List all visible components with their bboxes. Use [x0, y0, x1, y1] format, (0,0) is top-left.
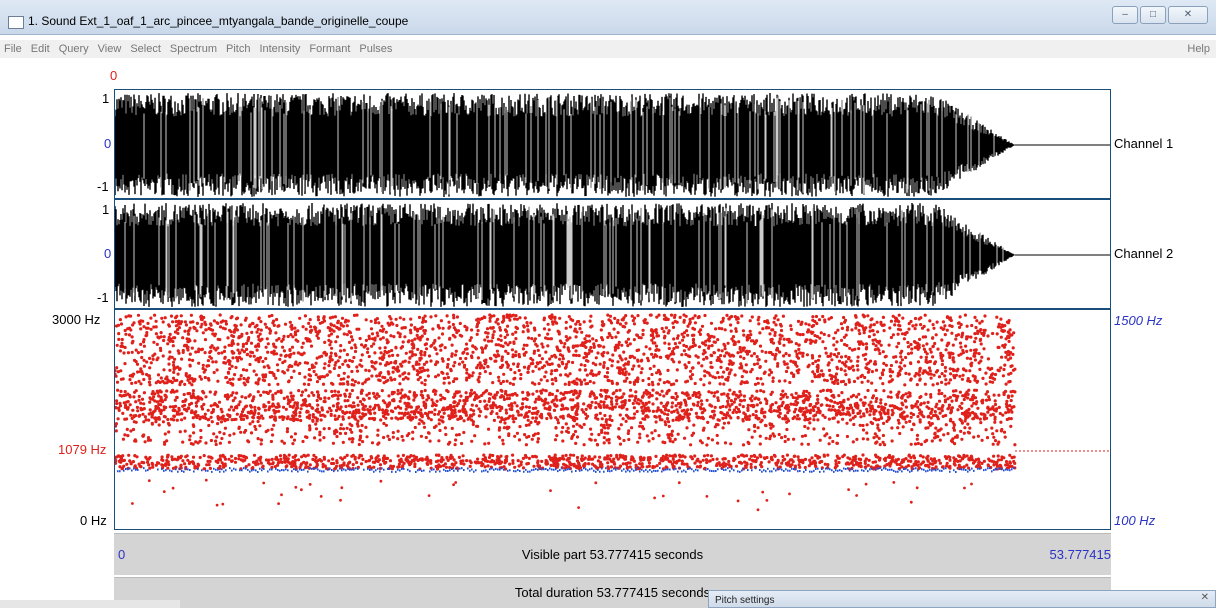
pitch-settings-dialog[interactable]: Pitch settings ✕ [708, 590, 1216, 608]
channel1-top-label: 1 [102, 91, 110, 106]
menu-file[interactable]: File [4, 43, 22, 55]
visible-part-label: Visible part 53.777415 seconds [521, 547, 704, 562]
channel1-waveform [115, 93, 1110, 197]
window-controls: – □ ✕ [1110, 6, 1208, 26]
channel2-waveform [115, 203, 1110, 307]
channel1-name: Channel 1 [1114, 136, 1174, 151]
total-duration-label: Total duration 53.777415 seconds [514, 585, 711, 600]
menu-query[interactable]: Query [58, 43, 89, 55]
dialog-title: Pitch settings [715, 595, 775, 606]
channel2-name: Channel 2 [1114, 246, 1174, 261]
pitch-right-top-label: 1500 Hz [1114, 313, 1163, 328]
cursor-value: 0 [110, 68, 118, 83]
channel2-top-label: 1 [102, 202, 110, 217]
channel2-bottom-label: -1 [97, 290, 109, 305]
title-bar: 1. Sound Ext_1_oaf_1_arc_pincee_mtyangal… [0, 0, 1216, 35]
close-button[interactable]: ✕ [1168, 6, 1208, 24]
window-title: 1. Sound Ext_1_oaf_1_arc_pincee_mtyangal… [28, 14, 409, 28]
menu-view[interactable]: View [97, 43, 122, 55]
menu-pitch[interactable]: Pitch [225, 43, 251, 55]
channel2-mid-label: 0 [104, 246, 112, 261]
pitch-right-bottom-label: 100 Hz [1114, 513, 1156, 528]
menu-intensity[interactable]: Intensity [259, 43, 301, 55]
channel2-panel[interactable] [114, 199, 1111, 309]
visible-part-bar[interactable]: 0 Visible part 53.777415 seconds 53.7774… [114, 533, 1111, 575]
dialog-close-button[interactable]: ✕ [1200, 592, 1209, 603]
menu-help[interactable]: Help [1187, 43, 1210, 55]
pitch-track [117, 467, 1015, 473]
menu-edit[interactable]: Edit [30, 43, 50, 55]
waveform-gaps [143, 95, 995, 195]
formant-dots [115, 313, 1017, 512]
visible-end-time: 53.777415 [1049, 547, 1111, 562]
taskbar-strip [0, 600, 180, 608]
menu-pulses[interactable]: Pulses [359, 43, 393, 55]
pitch-left-mark-label: 1079 Hz [58, 442, 107, 457]
maximize-button[interactable]: □ [1140, 6, 1166, 24]
waveform-trace [115, 203, 1015, 307]
channel1-bottom-label: -1 [97, 179, 109, 194]
visible-start-time: 0 [118, 547, 126, 562]
pitch-formant-panel[interactable] [114, 309, 1111, 530]
menu-select[interactable]: Select [130, 43, 161, 55]
menu-formant[interactable]: Formant [309, 43, 351, 55]
waveform-trace [115, 93, 1015, 197]
pitch-left-bottom-label: 0 Hz [80, 513, 107, 528]
menu-bar: File Edit Query View Select Spectrum Pit… [0, 40, 1216, 58]
waveform-gaps [124, 205, 1004, 305]
channel1-mid-label: 0 [104, 136, 112, 151]
pitch-formant-plot [115, 313, 1110, 512]
app-icon [8, 16, 24, 29]
channel1-panel[interactable] [114, 89, 1111, 199]
pitch-left-top-label: 3000 Hz [52, 312, 101, 327]
menu-spectrum[interactable]: Spectrum [169, 43, 217, 55]
minimize-button[interactable]: – [1112, 6, 1138, 24]
